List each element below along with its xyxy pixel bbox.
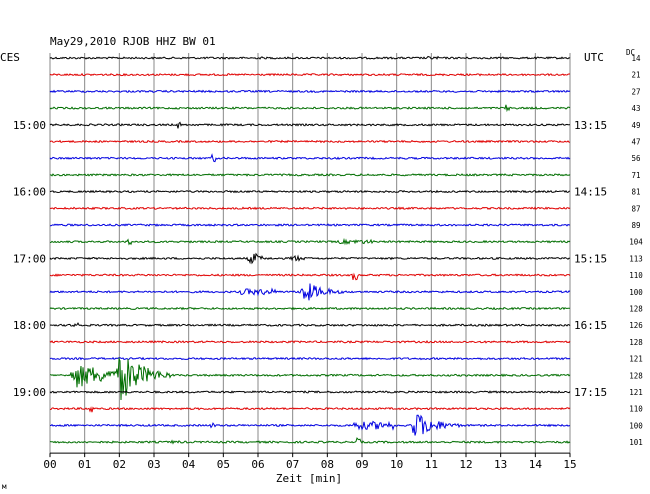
trace-10	[50, 223, 571, 227]
dc-offset-label: 81	[631, 188, 640, 197]
trace-17	[49, 340, 571, 344]
dc-offset-label: 49	[631, 121, 640, 130]
trace-22	[50, 414, 571, 436]
dc-offset-label: 104	[629, 238, 643, 247]
dc-offset-label: 113	[629, 254, 643, 263]
x-tick-label: 14	[529, 458, 543, 471]
dc-offset-label: 126	[629, 321, 643, 330]
left-time-label: 16:00	[13, 186, 46, 199]
grid-lines	[49, 53, 571, 454]
dc-offset-label: 100	[629, 288, 643, 297]
left-zone-label: CES	[0, 51, 20, 64]
dc-offset-label: 128	[629, 338, 643, 347]
left-time-label: 18:00	[13, 319, 46, 332]
left-time-label: 17:00	[13, 252, 46, 265]
dc-offset-label: 100	[629, 421, 643, 430]
trace-15	[49, 306, 571, 311]
trace-13	[49, 272, 571, 281]
dc-offset-label: 121	[629, 355, 643, 364]
x-axis: 00 01 02 03 04 05 06 07 08 09 10 11 12 13 14 15	[43, 452, 577, 471]
x-axis-label: Zeit [min]	[276, 472, 342, 485]
dc-offset-label: 43	[631, 104, 640, 113]
trace-23	[49, 437, 571, 445]
trace-8	[49, 189, 571, 194]
dc-offset-label: 71	[631, 171, 640, 180]
dc-offset-label: 128	[629, 371, 643, 380]
x-tick-label: 02	[113, 458, 126, 471]
chart-title: May29,2010 RJOB HHZ BW 01	[50, 35, 216, 48]
trace-1	[49, 72, 570, 77]
trace-2	[49, 89, 571, 94]
trace-9	[49, 206, 571, 211]
dc-offset-label: 56	[631, 154, 641, 163]
dc-offset-label: 121	[629, 388, 643, 397]
dc-offset-label: 101	[629, 438, 643, 447]
x-tick-label: 04	[182, 458, 196, 471]
dc-offset-label: 14	[631, 54, 641, 63]
dc-header: DC	[626, 48, 635, 57]
right-time-label: 14:15	[574, 186, 607, 199]
x-tick-label: 08	[321, 458, 334, 471]
x-tick-label: 07	[286, 458, 299, 471]
trace-7	[49, 173, 571, 177]
corner-mark: м	[2, 482, 7, 491]
trace-18	[49, 356, 571, 361]
right-time-label: 17:15	[574, 386, 607, 399]
traces	[49, 55, 571, 445]
x-tick-label: 01	[78, 458, 91, 471]
x-tick-label: 03	[147, 458, 160, 471]
x-tick-label: 09	[355, 458, 368, 471]
x-tick-label: 00	[43, 458, 56, 471]
x-tick-label: 10	[390, 458, 403, 471]
dc-offset-label: 47	[631, 138, 640, 147]
right-time-label: 13:15	[574, 119, 607, 132]
dc-offset-label: 21	[631, 71, 640, 80]
x-tick-label: 13	[494, 458, 507, 471]
dc-offset-label: 128	[629, 305, 643, 314]
trace-0	[49, 55, 571, 60]
dc-offset-label: 110	[629, 405, 643, 414]
trace-21	[49, 406, 571, 413]
left-time-label: 15:00	[13, 119, 46, 132]
dc-offset-label: 110	[629, 271, 643, 280]
x-tick-label: 15	[563, 458, 576, 471]
x-tick-label: 11	[425, 458, 438, 471]
x-tick-label: 05	[217, 458, 230, 471]
trace-5	[49, 139, 571, 144]
left-time-label: 19:00	[13, 386, 46, 399]
dc-offset-label: 27	[631, 87, 640, 96]
trace-19	[50, 356, 571, 401]
dc-offset-label: 89	[631, 221, 640, 230]
right-time-label: 15:15	[574, 252, 607, 265]
trace-6	[49, 153, 571, 163]
dc-offset-label: 87	[631, 204, 640, 213]
trace-14	[49, 283, 571, 301]
trace-3	[49, 104, 571, 113]
trace-11	[49, 237, 571, 246]
x-tick-label: 12	[459, 458, 472, 471]
trace-4	[49, 121, 571, 129]
right-zone-label: UTC	[584, 51, 604, 64]
trace-12	[49, 252, 571, 265]
x-tick-label: 06	[251, 458, 264, 471]
right-time-label: 16:15	[574, 319, 607, 332]
time-labels: 14 21 27 43 49 47 56 71 81 87 89 104 113 110 100 128 126…	[13, 54, 643, 447]
trace-16	[49, 322, 571, 328]
trace-20	[49, 390, 571, 394]
